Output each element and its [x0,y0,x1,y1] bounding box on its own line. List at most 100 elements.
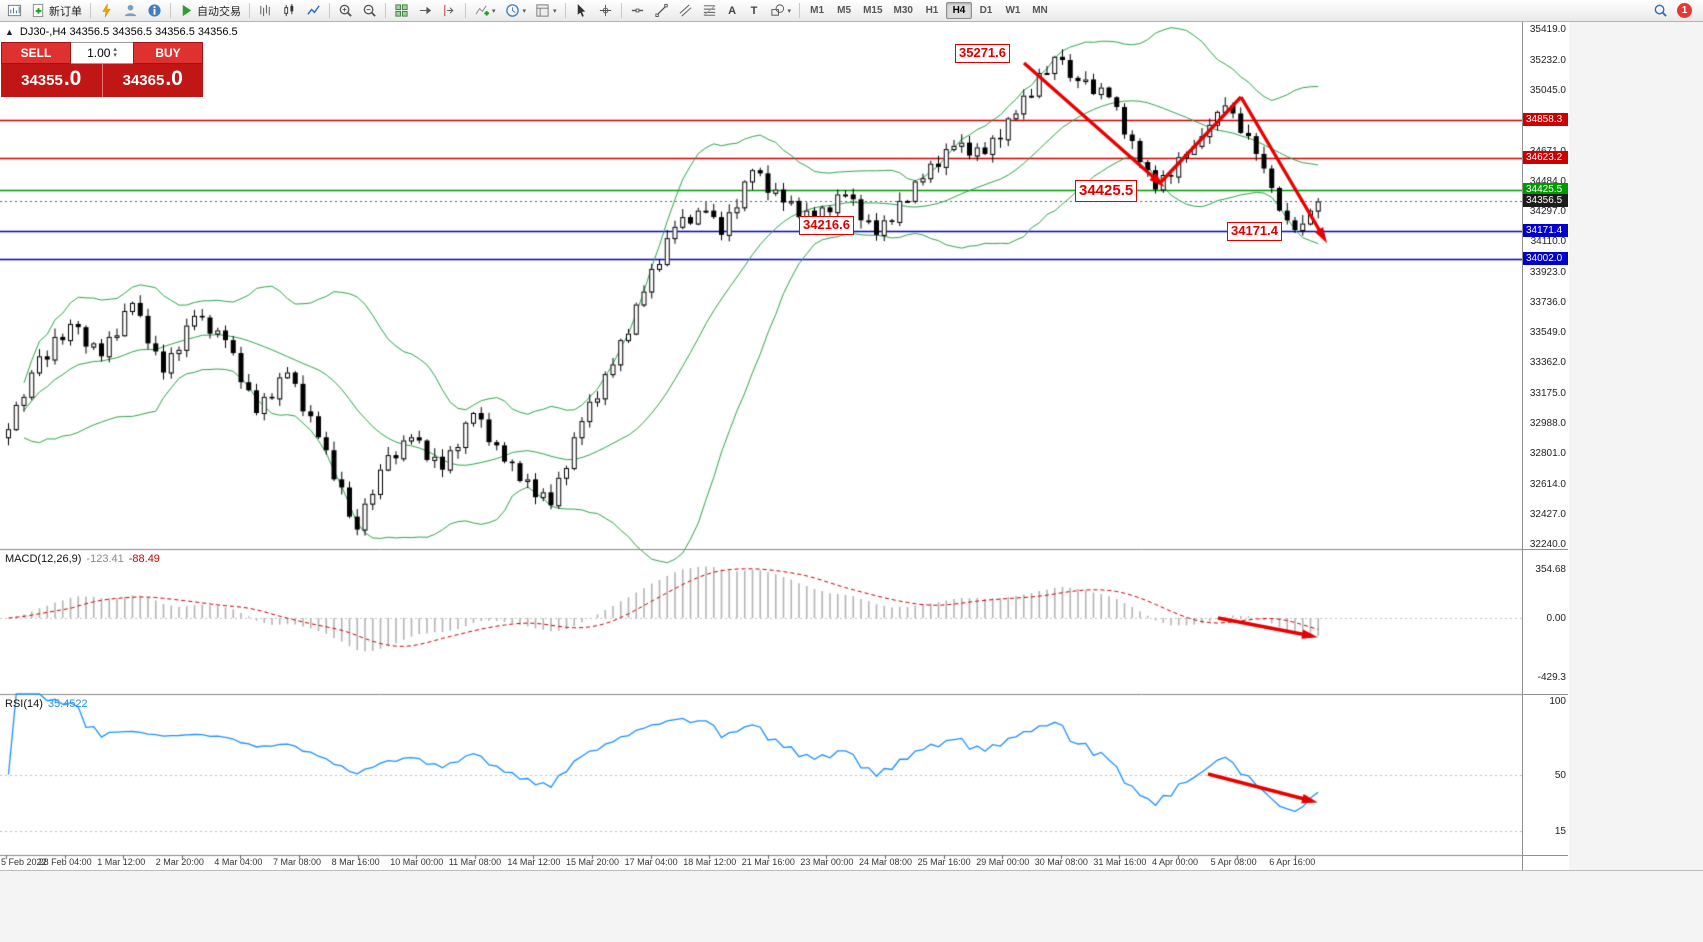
price-tick: 35232.0 [1529,54,1566,66]
add-indicator-icon [475,5,489,16]
dropdown-caret-icon: ▾ [787,7,792,15]
timeframe-m5[interactable]: M5 [831,2,857,19]
label-tool-button[interactable]: T [744,1,765,20]
time-label: 15 Mar 20:00 [566,857,620,867]
new-chart-button[interactable] [3,1,26,20]
auto-scroll-button[interactable] [414,1,437,20]
sell-price[interactable]: 34355.0 [1,64,103,97]
timeframe-w1[interactable]: W1 [1000,2,1026,19]
price-tick: 32427.0 [1529,508,1566,520]
time-label: 8 Mar 16:00 [331,857,380,867]
info-icon [148,4,161,17]
profile-button[interactable] [119,1,142,20]
chart-shift-button[interactable] [438,1,461,20]
price-tick: 35419.0 [1529,24,1566,36]
sell-button[interactable]: SELL [1,42,71,64]
symbol-ohlc-text: DJ30-,H4 34356.5 34356.5 34356.5 34356.5 [19,26,238,38]
chart-plot-area[interactable] [0,22,1522,870]
price-level-label: 34425.5 [1523,183,1568,197]
shapes-button[interactable]: ▾ [766,1,796,20]
macd-axis-label: -429.3 [1537,672,1566,684]
price-level-label: 34858.3 [1523,113,1568,127]
tile-windows-icon [395,4,408,17]
candlestick-chart-icon [284,3,294,17]
toolbar-separator [799,3,801,18]
volume-spinner[interactable]: ▴ ▾ [113,46,117,59]
price-tick: 33736.0 [1529,296,1566,308]
time-label: 2 Mar 20:00 [155,857,204,867]
notification-badge[interactable]: 1 [1677,3,1692,18]
price-level-label: 34623.2 [1523,151,1568,165]
auto-trading-button[interactable]: 自动交易 [175,1,245,20]
timeframe-h1[interactable]: H1 [919,2,945,19]
toolbar-separator [249,3,250,18]
info-button[interactable] [143,1,166,20]
crosshair-button[interactable] [594,1,617,20]
search-icon [1654,4,1667,17]
time-label: 28 Feb 04:00 [38,857,92,867]
time-label: 30 Mar 08:00 [1034,857,1088,867]
candlestick-chart-button[interactable] [278,1,301,20]
timeframe-m1[interactable]: M1 [804,2,830,19]
timeframe-m30[interactable]: M30 [889,2,918,19]
horizontal-line-button[interactable] [626,1,649,20]
fibonacci-button[interactable] [698,1,721,20]
text-tool-button[interactable]: A [722,1,743,20]
zoom-in-button[interactable] [334,1,357,20]
indicators-button[interactable]: ▾ [470,1,500,20]
volume-increase-icon[interactable]: ▴ [113,46,117,53]
time-label: 1 Mar 12:00 [97,857,146,867]
time-label: 17 Mar 04:00 [624,857,678,867]
text-tool-icon: A [728,4,737,17]
buy-button[interactable]: BUY [133,42,203,64]
time-label: 21 Mar 16:00 [741,857,795,867]
periods-button[interactable]: ▾ [501,1,531,20]
tile-windows-button[interactable] [390,1,413,20]
time-label: 24 Mar 08:00 [859,857,913,867]
quick-action-button[interactable] [95,1,118,20]
buy-price[interactable]: 34365.0 [122,67,183,90]
time-label: 23 Mar 00:00 [800,857,854,867]
volume-decrease-icon[interactable]: ▾ [113,52,117,59]
new-order-label: 新订单 [49,5,82,18]
search-button[interactable] [1649,1,1672,20]
timeframe-mn[interactable]: MN [1027,2,1053,19]
toolbar-separator [465,3,466,18]
rsi-value: 35.4522 [47,698,88,710]
chart-shift-icon [444,4,454,17]
trendline-button[interactable] [650,1,673,20]
time-axis[interactable]: 5 Feb 2022 28 Feb 04:00 1 Mar 12:00 2 Mar 2… [0,857,1522,870]
macd-signal-value: -88.49 [128,553,160,565]
auto-scroll-icon [419,6,432,15]
auto-trading-label: 自动交易 [197,5,241,18]
cursor-button[interactable] [570,1,593,20]
time-label: 29 Mar 00:00 [976,857,1030,867]
user-icon [124,4,137,17]
shapes-icon [770,4,784,16]
volume-input[interactable]: 1.00 [87,46,111,60]
price-tick: 33923.0 [1529,266,1566,278]
price-tick: 34110.0 [1530,236,1566,248]
channel-button[interactable] [674,1,697,20]
price-tick: 34671.0 [1530,146,1566,157]
zoom-out-button[interactable] [358,1,381,20]
new-order-button[interactable]: 新订单 [27,1,86,20]
price-tick: 34297.0 [1529,206,1566,218]
price-tick: 32801.0 [1529,448,1566,460]
time-label: 7 Mar 08:00 [273,857,322,867]
new-chart-icon [7,4,22,17]
timeframe-m15[interactable]: M15 [858,2,887,19]
timeframe-h4[interactable]: H4 [945,2,972,19]
line-chart-button[interactable] [302,1,325,20]
macd-axis-label: 354.68 [1535,564,1566,576]
price-tick: 32240.0 [1529,539,1566,551]
price-axis[interactable]: 35419.035232.035045.034858.034671.034484… [1522,22,1568,870]
volume-control[interactable]: 1.00 ▴ ▾ [71,42,133,64]
bar-chart-button[interactable] [254,1,277,20]
timeframe-d1[interactable]: D1 [973,2,999,19]
panel-toggle-icon[interactable]: ▲ [5,27,14,37]
toolbar-separator [620,3,622,18]
templates-button[interactable]: ▾ [531,1,561,20]
price-annotation: 35271.6 [955,44,1010,63]
